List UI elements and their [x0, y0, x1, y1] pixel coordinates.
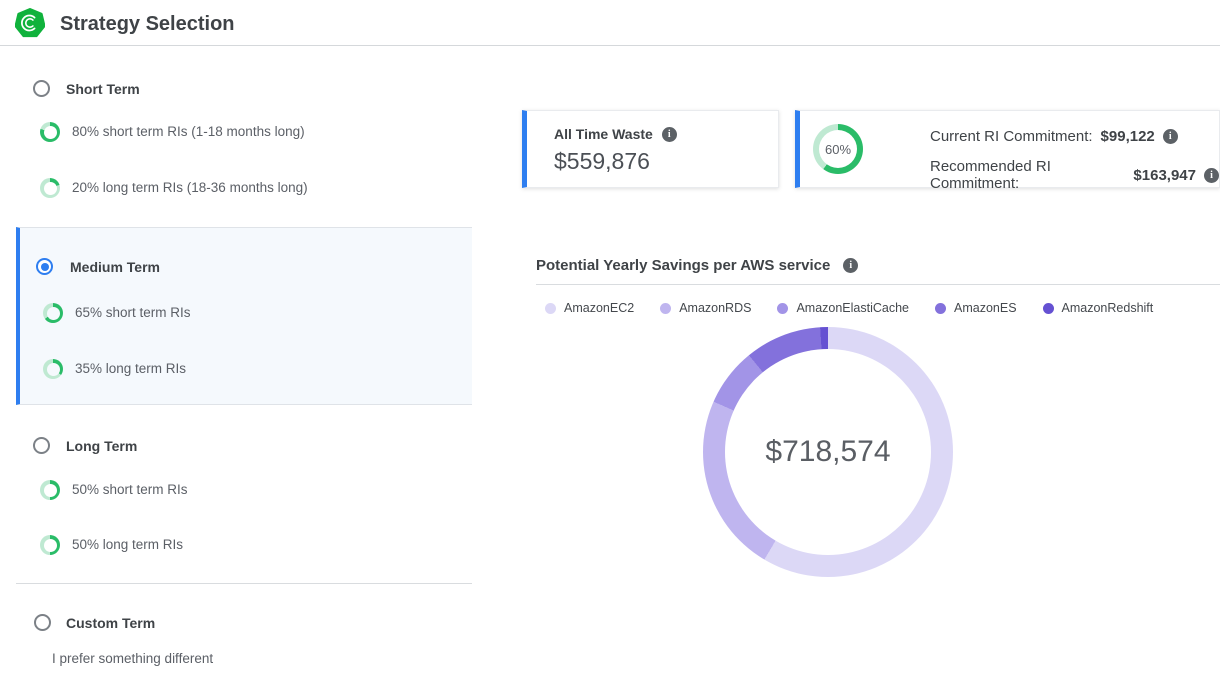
strategy-sub-label: 35% long term RIs [75, 361, 186, 377]
legend-dot-icon [935, 303, 946, 314]
current-ri-commitment-value: $99,122 [1101, 128, 1155, 145]
strategy-sub-label: 20% long term RIs (18-36 months long) [72, 180, 308, 196]
current-ri-commitment-label: Current RI Commitment: [930, 128, 1093, 145]
mini-ring-65pct-icon [43, 303, 63, 323]
legend-label: AmazonElastiCache [796, 301, 909, 315]
legend-dot-icon [1043, 303, 1054, 314]
chart-legend: AmazonEC2 AmazonRDS AmazonElastiCache Amazo… [545, 301, 1153, 315]
legend-item-AmazonEC2[interactable]: AmazonEC2 [545, 301, 634, 315]
info-icon[interactable] [662, 127, 677, 142]
strategy-label-long-term[interactable]: Long Term [66, 438, 137, 454]
radio-long-term[interactable] [33, 437, 50, 454]
legend-dot-icon [660, 303, 671, 314]
mini-ring-80pct-icon [40, 122, 60, 142]
mini-ring-50pct-icon [40, 480, 60, 500]
cloudability-logo-icon [15, 8, 45, 38]
radio-custom-term[interactable] [34, 614, 51, 631]
info-icon[interactable] [843, 258, 858, 273]
legend-item-AmazonRedshift[interactable]: AmazonRedshift [1043, 301, 1154, 315]
mini-ring-50pct-icon [40, 535, 60, 555]
strategy-label-short-term[interactable]: Short Term [66, 81, 140, 97]
legend-item-AmazonElastiCache[interactable]: AmazonElastiCache [777, 301, 909, 315]
info-icon[interactable] [1163, 129, 1178, 144]
legend-dot-icon [777, 303, 788, 314]
recommended-ri-commitment-value: $163,947 [1133, 167, 1196, 184]
legend-label: AmazonRedshift [1062, 301, 1154, 315]
all-time-waste-value: $559,876 [554, 148, 650, 175]
commitment-ring-label: 60% [813, 124, 863, 174]
info-icon[interactable] [1204, 168, 1219, 183]
all-time-waste-label: All Time Waste [554, 126, 653, 142]
donut-center-value: $718,574 [703, 327, 953, 577]
sidebar-divider [16, 583, 472, 584]
strategy-label-custom-term[interactable]: Custom Term [66, 615, 155, 631]
strategy-sub-label: 50% short term RIs [72, 482, 188, 498]
ri-commitment-card: 60% Current RI Commitment: $99,122 Recom… [795, 110, 1220, 188]
strategy-label-medium-term[interactable]: Medium Term [70, 259, 160, 275]
page-header: Strategy Selection [0, 0, 1220, 46]
legend-item-AmazonES[interactable]: AmazonES [935, 301, 1017, 315]
legend-label: AmazonEC2 [564, 301, 634, 315]
commitment-ring-60pct-icon: 60% [813, 124, 863, 174]
legend-label: AmazonRDS [679, 301, 751, 315]
all-time-waste-card: All Time Waste $559,876 [522, 110, 779, 188]
mini-ring-35pct-icon [43, 359, 63, 379]
chart-title: Potential Yearly Savings per AWS service [536, 257, 830, 274]
radio-medium-term[interactable] [36, 258, 53, 275]
custom-term-description: I prefer something different [52, 651, 213, 667]
radio-short-term[interactable] [33, 80, 50, 97]
legend-label: AmazonES [954, 301, 1017, 315]
chart-title-row: Potential Yearly Savings per AWS service [536, 257, 858, 274]
legend-item-AmazonRDS[interactable]: AmazonRDS [660, 301, 751, 315]
recommended-ri-commitment-label: Recommended RI Commitment: [930, 158, 1125, 192]
strategy-sub-label: 50% long term RIs [72, 537, 183, 553]
chart-divider [536, 284, 1220, 285]
page-title: Strategy Selection [60, 13, 235, 36]
strategy-sub-label: 65% short term RIs [75, 305, 191, 321]
strategy-selection-page: Strategy Selection Short Term 80% short … [0, 0, 1220, 691]
legend-dot-icon [545, 303, 556, 314]
strategy-sub-label: 80% short term RIs (1-18 months long) [72, 124, 305, 140]
mini-ring-20pct-icon [40, 178, 60, 198]
